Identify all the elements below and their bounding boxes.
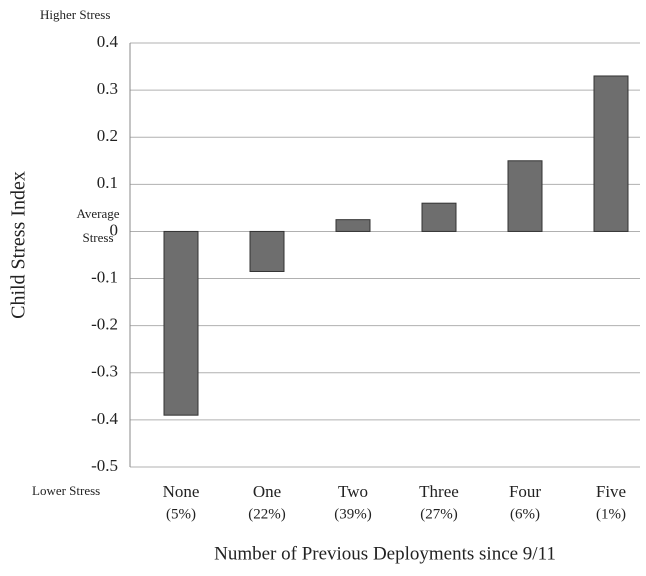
- x-tick-label: Four: [509, 482, 541, 501]
- y-tick-label: -0.5: [91, 456, 118, 475]
- bar: [249, 230, 285, 272]
- y-tick-label: -0.1: [91, 267, 118, 286]
- y-tick-label: -0.4: [91, 409, 118, 428]
- annotation-top: Higher Stress: [40, 7, 110, 22]
- x-tick-label: Two: [338, 482, 368, 501]
- x-tick-share: (22%): [248, 506, 286, 522]
- annotation-middle: Average: [76, 206, 119, 221]
- x-tick-label: One: [253, 482, 281, 501]
- annotation-bottom: Lower Stress: [32, 483, 100, 498]
- y-tick-label: 0.3: [97, 79, 118, 98]
- x-tick-share: (5%): [166, 506, 196, 522]
- x-tick-share: (27%): [420, 506, 458, 522]
- y-tick-label: -0.3: [91, 362, 118, 381]
- bar: [421, 202, 457, 232]
- x-tick-share: (1%): [596, 506, 626, 522]
- bar: [507, 160, 543, 232]
- y-tick-label: 0.2: [97, 126, 118, 145]
- annotation-middle: Stress: [82, 230, 113, 245]
- bar: [163, 230, 199, 416]
- y-tick-label: 0: [110, 220, 119, 239]
- x-tick-label: Three: [419, 482, 459, 501]
- x-tick-share: (6%): [510, 506, 540, 522]
- x-tick-label: None: [163, 482, 200, 501]
- bar: [593, 75, 629, 232]
- y-axis-label: Child Stress Index: [8, 171, 30, 319]
- y-tick-label: 0.4: [97, 32, 119, 51]
- bar: [335, 219, 371, 232]
- x-tick-share: (39%): [334, 506, 372, 522]
- y-tick-label: 0.1: [97, 173, 118, 192]
- x-tick-label: Five: [596, 482, 626, 501]
- x-axis-label: Number of Previous Deployments since 9/1…: [214, 543, 556, 564]
- y-tick-label: -0.2: [91, 315, 118, 334]
